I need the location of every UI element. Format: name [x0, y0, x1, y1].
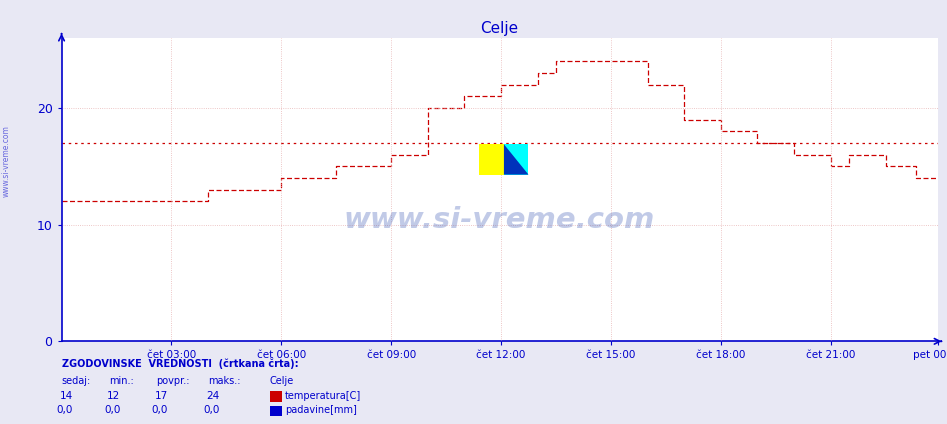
Text: 14: 14	[60, 391, 73, 401]
Text: sedaj:: sedaj:	[62, 376, 91, 386]
Text: 24: 24	[206, 391, 220, 401]
Text: 17: 17	[154, 391, 168, 401]
Text: padavine[mm]: padavine[mm]	[285, 405, 357, 416]
Text: 12: 12	[107, 391, 120, 401]
Text: www.si-vreme.com: www.si-vreme.com	[344, 206, 655, 234]
Text: Celje: Celje	[270, 376, 295, 386]
Text: 0,0: 0,0	[204, 405, 220, 416]
Text: min.:: min.:	[109, 376, 134, 386]
Bar	[479, 144, 504, 175]
Text: temperatura[C]: temperatura[C]	[285, 391, 362, 401]
Text: povpr.:: povpr.:	[156, 376, 189, 386]
Text: 0,0: 0,0	[104, 405, 120, 416]
Text: 0,0: 0,0	[152, 405, 168, 416]
Text: maks.:: maks.:	[208, 376, 241, 386]
Text: www.si-vreme.com: www.si-vreme.com	[2, 125, 11, 197]
Title: Celje: Celje	[480, 21, 519, 36]
Text: 0,0: 0,0	[57, 405, 73, 416]
Polygon shape	[504, 144, 528, 175]
Bar	[504, 144, 528, 175]
Text: ZGODOVINSKE  VREDNOSTI  (črtkana črta):: ZGODOVINSKE VREDNOSTI (črtkana črta):	[62, 358, 298, 369]
